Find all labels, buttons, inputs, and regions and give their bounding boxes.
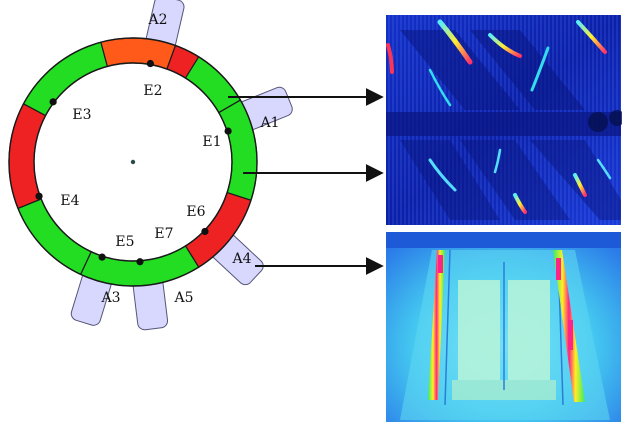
ring-diagram [8,37,258,287]
sensor-label-e1: E1 [202,134,221,150]
sensor-point-e3 [49,98,57,106]
sensor-points-group: E1 E2 E3 E4 E5 E6 E7 [35,59,232,266]
sensor-point-e6 [201,227,209,236]
sensor-label-e2: E2 [143,83,162,99]
ring-segment-s4 [8,102,47,210]
sensor-point-e1 [224,127,232,135]
sensor-point-e7 [136,258,144,266]
ring-inner-edge [33,62,233,262]
sensor-point-e4 [35,192,43,200]
sensor-label-e6: E6 [186,204,205,220]
sensor-label-e3: E3 [72,107,91,123]
sensor-tab-label-a3: A3 [100,290,120,306]
ring-outer-edge [8,37,258,287]
thermal-image-bottom [386,232,621,422]
sensor-label-e4: E4 [60,193,79,209]
sensor-tab-label-a4: A4 [231,251,251,267]
sensor-label-e7: E7 [154,226,173,242]
sensor-point-e5 [98,253,106,261]
ring-segment-s6 [22,41,109,117]
ring-center-dot [130,159,136,165]
arrows-group [228,88,384,275]
sensor-label-e5: E5 [115,234,134,250]
sensor-tab-label-a5: A5 [173,290,193,306]
sensor-tab-label-a1: A1 [259,115,279,131]
sensor-tabs-group: A1 A2 A3 A4 A5 [70,0,293,331]
ring-segment-s5 [17,198,92,276]
thermal-image-top [386,15,622,225]
ring-segment-s3 [79,245,200,287]
sensor-tab-label-a2: A2 [147,12,167,28]
sensor-point-e2 [146,59,154,68]
